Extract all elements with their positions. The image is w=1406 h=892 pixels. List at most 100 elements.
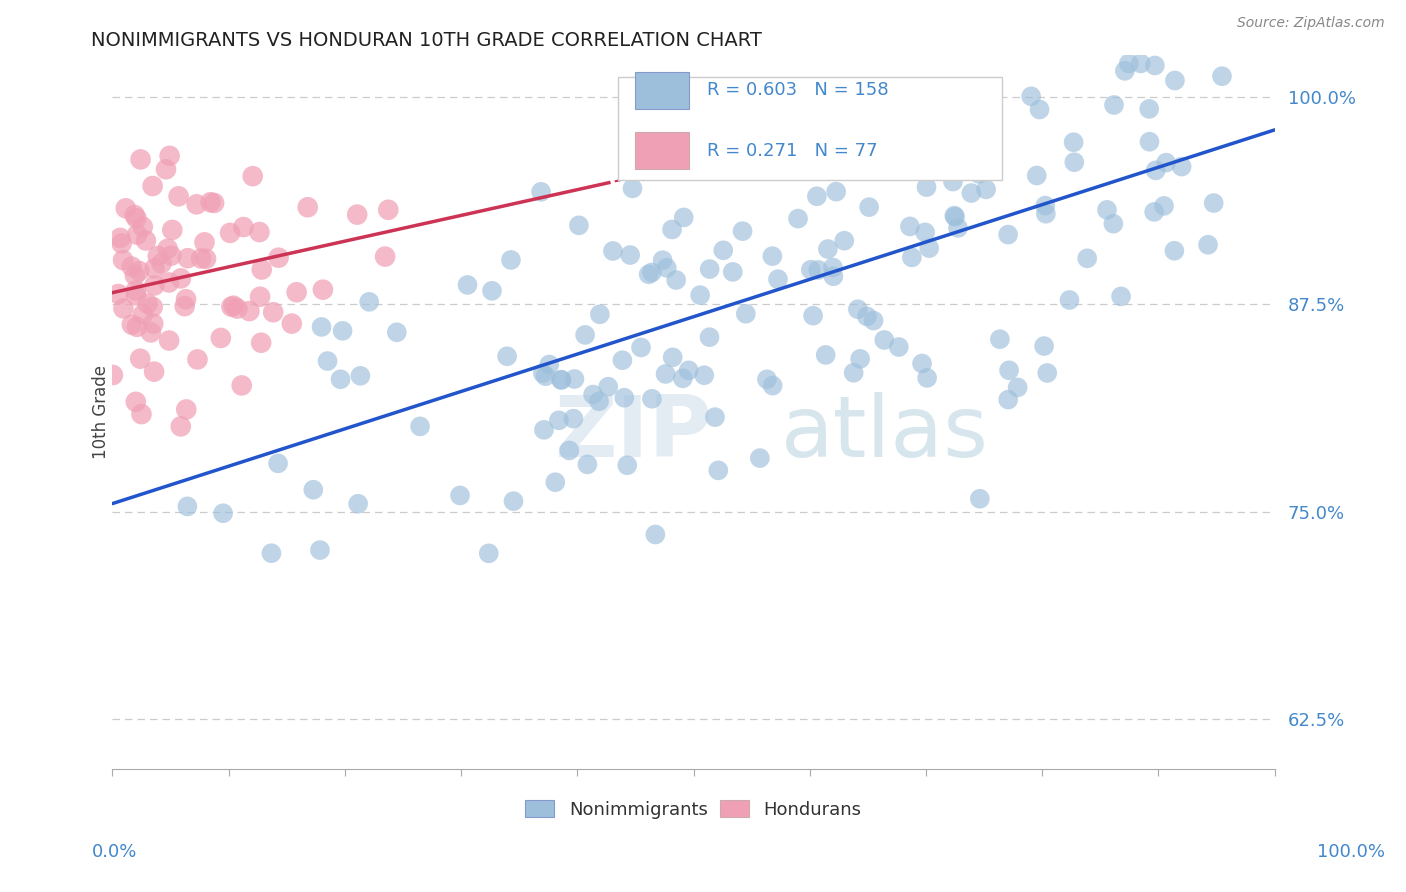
Point [267, 251, 290, 265]
Point [125, 284, 148, 298]
Point [1170, 160, 1192, 174]
Point [142, 317, 165, 331]
Point [550, 373, 572, 387]
Point [800, 262, 823, 277]
Point [1197, 237, 1219, 252]
Point [792, 101, 814, 115]
Point [193, 235, 215, 250]
Point [159, 149, 181, 163]
Point [146, 249, 169, 263]
Point [558, 443, 581, 458]
Point [911, 356, 934, 370]
Point [960, 186, 983, 200]
Point [858, 200, 880, 214]
Point [654, 367, 676, 381]
Point [232, 220, 254, 235]
Point [142, 300, 165, 314]
Point [856, 310, 879, 324]
Point [329, 372, 352, 386]
Point [1143, 58, 1166, 72]
Point [530, 185, 553, 199]
Point [139, 326, 162, 340]
Point [311, 320, 333, 334]
Point [814, 348, 837, 362]
Point [250, 335, 273, 350]
Point [186, 352, 208, 367]
Point [143, 278, 166, 293]
Point [1137, 102, 1160, 116]
Point [316, 354, 339, 368]
Point [150, 256, 173, 270]
Legend: Nonimmigrants, Hondurans: Nonimmigrants, Hondurans [519, 793, 869, 826]
Point [502, 494, 524, 508]
Point [129, 153, 152, 167]
Point [762, 378, 785, 392]
Point [1114, 63, 1136, 78]
Point [190, 252, 212, 266]
Point [823, 269, 845, 284]
Point [212, 506, 235, 520]
Point [974, 86, 997, 100]
Point [449, 488, 471, 502]
Point [689, 288, 711, 302]
Point [250, 262, 273, 277]
Point [1076, 252, 1098, 266]
Point [1143, 205, 1166, 219]
Point [456, 277, 478, 292]
Point [124, 208, 146, 222]
Point [209, 331, 232, 345]
Text: Source: ZipAtlas.com: Source: ZipAtlas.com [1237, 16, 1385, 30]
Point [787, 211, 810, 226]
Point [661, 351, 683, 365]
Point [915, 371, 938, 385]
Point [922, 85, 945, 99]
Point [160, 249, 183, 263]
Point [1036, 366, 1059, 380]
Point [817, 242, 839, 256]
Point [135, 234, 157, 248]
Text: ZIP: ZIP [554, 392, 711, 475]
Point [852, 103, 875, 118]
Point [731, 224, 754, 238]
FancyBboxPatch shape [636, 132, 689, 169]
Point [598, 380, 620, 394]
Point [499, 252, 522, 267]
Point [533, 423, 555, 437]
Point [1129, 56, 1152, 70]
Point [249, 290, 271, 304]
Point [285, 285, 308, 300]
Point [157, 276, 180, 290]
Point [641, 392, 664, 406]
Point [108, 231, 131, 245]
Point [346, 208, 368, 222]
Point [1033, 339, 1056, 353]
Point [107, 287, 129, 301]
Point [114, 202, 136, 216]
Point [807, 263, 830, 277]
Point [711, 244, 734, 258]
Point [1102, 217, 1125, 231]
Point [929, 128, 952, 142]
Point [312, 283, 335, 297]
Point [693, 368, 716, 383]
Point [221, 300, 243, 314]
Point [547, 413, 569, 427]
Point [1025, 169, 1047, 183]
Point [898, 219, 921, 234]
Point [409, 419, 432, 434]
Point [1007, 380, 1029, 394]
Text: R = 0.271   N = 77: R = 0.271 N = 77 [707, 142, 879, 160]
Point [576, 458, 599, 472]
Point [568, 219, 591, 233]
Point [804, 92, 827, 106]
Point [202, 196, 225, 211]
Point [550, 373, 572, 387]
Point [219, 226, 242, 240]
Point [1059, 293, 1081, 307]
Point [704, 410, 727, 425]
Point [156, 242, 179, 256]
Point [1144, 163, 1167, 178]
Point [157, 334, 180, 348]
Point [1063, 135, 1085, 149]
Point [262, 305, 284, 319]
